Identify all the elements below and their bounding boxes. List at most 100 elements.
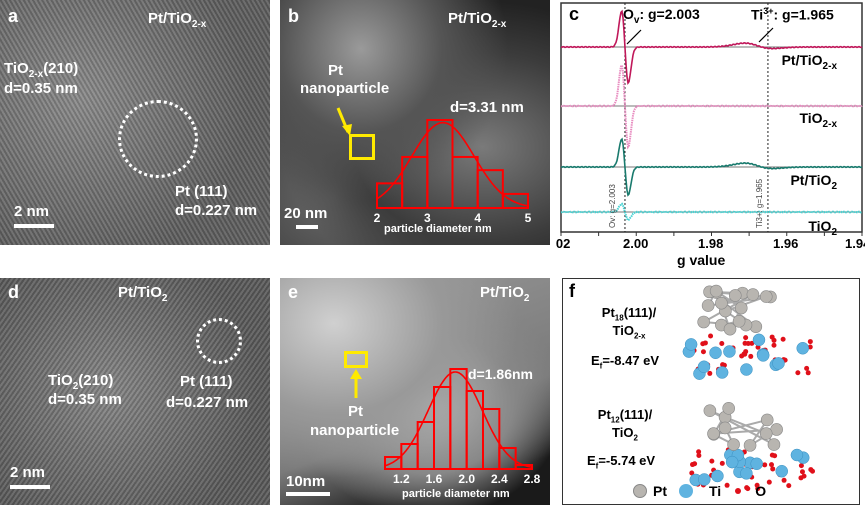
atomic-structure-models [682, 284, 816, 492]
series-label-pt-tio2-x: Pt/TiO2-x [781, 52, 837, 72]
panel-letter: d [8, 282, 19, 302]
pt-atom [734, 301, 748, 315]
legend-pt: Pt [653, 483, 667, 499]
fringe-spacing-pt: d=0.227 nm [175, 202, 258, 219]
pt-atom [732, 314, 746, 328]
formation-energy-1: Ef=-8.47 eV [591, 353, 660, 371]
pt-atom [759, 427, 773, 440]
x-tick-label: 2 [374, 211, 381, 225]
panel-letter: e [288, 282, 299, 302]
panel-title: Pt/TiO2-x [148, 10, 207, 30]
o-atom [786, 483, 792, 489]
ti-atom [684, 338, 698, 351]
ti-atom [756, 349, 770, 362]
o-atom [690, 462, 696, 468]
nanoparticle-label: nanoparticle [300, 80, 390, 97]
structure-1-label: Pt18(111)/ TiO2-x [601, 305, 657, 341]
panel-d-hrtem-image: d Pt/TiO2 TiO2(210) d=0.35 nm Pt (111) d… [0, 278, 270, 505]
histogram-bar [476, 169, 504, 210]
pt-atom [759, 290, 773, 303]
ti-atom [775, 464, 789, 478]
scale-bar-label: 2 nm [10, 464, 46, 481]
scale-bar-label: 10nm [286, 473, 326, 490]
o-atom [766, 479, 772, 485]
epr-trace [560, 63, 863, 150]
o-atom [808, 467, 814, 473]
o-atom-icon [735, 488, 742, 494]
ti-atom [752, 333, 766, 347]
histogram-b: 2 3 4 5 [374, 119, 532, 225]
o-atom [696, 453, 702, 459]
hist-xlabel: particle diameter nm [384, 223, 492, 235]
o-atom [707, 370, 713, 376]
structure-2-label: Pt12(111)/ TiO2 [597, 407, 653, 443]
panel-letter: f [569, 281, 575, 301]
x-tick-label: 2.4 [491, 472, 508, 486]
o-atom [807, 339, 813, 345]
fringe-spacing-tio2: d=0.35 nm [4, 80, 78, 97]
x-tick-label: 1.98 [698, 236, 724, 251]
o-atom [719, 460, 725, 466]
x-tick-label: 3 [424, 211, 431, 225]
ov-arrow [626, 29, 642, 45]
pt-nanoparticle-box [344, 351, 368, 368]
pt-atom [767, 438, 781, 451]
ov-annotation: Ov: g=2.003 [623, 6, 700, 26]
epr-trace [560, 9, 863, 85]
ti-atom [790, 448, 804, 462]
x-tick-label: 1.94 [845, 236, 865, 251]
pt-atom [715, 296, 728, 310]
o-atom [780, 336, 786, 342]
pt-atom-icon [633, 484, 647, 498]
o-atom [804, 365, 810, 371]
panel-letter: c [569, 4, 580, 24]
mean-diameter-label: d=1.86nm [468, 366, 533, 382]
formation-energy-2: Ef=-5.74 eV [587, 453, 656, 471]
ti-atom [750, 457, 763, 471]
ti-atom [715, 366, 729, 379]
ti-atom [698, 473, 711, 486]
pt-atom [728, 289, 742, 302]
ti-atom [740, 363, 753, 376]
scale-bar [286, 492, 330, 496]
scale-bar [14, 224, 54, 228]
histogram-bar [482, 408, 501, 470]
ti-atom [723, 345, 736, 358]
legend-o: O [755, 483, 767, 499]
panel-a-hrtem-image: a Pt/TiO2-x TiO2-x(210) d=0.35 nm Pt (11… [0, 0, 270, 245]
o-atom [696, 449, 702, 455]
x-tick-label: 2.8 [524, 472, 541, 486]
ti-atom [740, 467, 753, 480]
o-atom [798, 475, 804, 481]
x-tick-label: 1.2 [393, 472, 410, 486]
panel-f-dft-models: f Pt18(111)/ TiO2-x Ef=-8.47 eV Pt12(111… [562, 278, 860, 505]
marker-label-ti3: Ti3+: g=1.965 [755, 178, 764, 228]
o-atom [749, 340, 755, 346]
pt-atom [743, 439, 757, 452]
panel-letter: b [288, 6, 299, 26]
pt-particle-circle [118, 100, 198, 178]
o-atom [709, 458, 715, 464]
ti-atom [697, 360, 711, 374]
fringe-label-tio2: TiO2-x(210) [4, 60, 79, 80]
fringe-label-tio2: TiO2(210) [48, 372, 114, 392]
pt-arrow [350, 369, 362, 398]
histogram-bar [465, 390, 485, 470]
scale-bar [296, 225, 318, 229]
histogram-bar [433, 386, 452, 470]
atom-legend: Pt Ti O [633, 483, 766, 499]
fringe-label-pt: Pt (111) [180, 373, 233, 390]
fringe-spacing-tio2: d=0.35 nm [48, 391, 122, 408]
pt-atom [718, 421, 732, 435]
ti-atom-icon [679, 484, 693, 498]
o-atom [689, 470, 695, 476]
o-atom [708, 333, 714, 339]
o-atom [719, 340, 725, 346]
ti-atom [709, 346, 722, 360]
pt-atom [697, 315, 710, 329]
histogram-bar [426, 119, 454, 209]
panel-title: Pt/TiO2-x [448, 10, 507, 30]
epr-trace [560, 137, 863, 197]
pt-atom [709, 284, 723, 298]
o-atom [799, 469, 805, 475]
